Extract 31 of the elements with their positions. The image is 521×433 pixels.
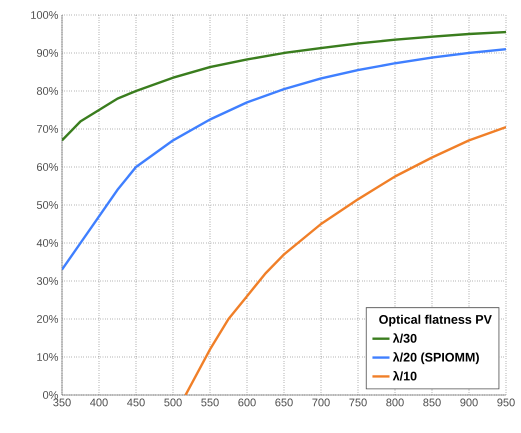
x-tick-label: 450 bbox=[127, 398, 145, 406]
x-tick-label: 800 bbox=[386, 398, 404, 406]
y-tick-label: 20% bbox=[37, 315, 58, 323]
y-tick-label: 50% bbox=[36, 201, 58, 209]
line-series bbox=[62, 30, 506, 142]
x-tick-label: 650 bbox=[275, 398, 293, 406]
y-tick-label: 60% bbox=[37, 163, 58, 171]
x-tick-label: 350 bbox=[53, 398, 71, 406]
y-tick-label: 30% bbox=[36, 277, 58, 285]
x-tick-label: 850 bbox=[423, 398, 441, 406]
line-series bbox=[62, 48, 506, 271]
x-tick-label: 400 bbox=[90, 398, 108, 406]
y-tick-label: 0% bbox=[42, 391, 58, 399]
y-tick-label: 70% bbox=[37, 125, 58, 133]
x-tick-label: 700 bbox=[312, 398, 330, 406]
x-tick-label: 550 bbox=[201, 398, 219, 406]
legend-label: λ/30 bbox=[392, 333, 417, 343]
legend-label: λ/20 (SPIOMM) bbox=[392, 352, 479, 364]
x-tick-label: 500 bbox=[164, 398, 182, 406]
x-tick-label: 600 bbox=[238, 398, 256, 406]
y-tick-label: 10% bbox=[37, 353, 58, 361]
legend-label: λ/10 bbox=[392, 371, 417, 381]
y-tick-label: 80% bbox=[36, 87, 58, 95]
legend-title: Optical flatness PV bbox=[379, 314, 492, 326]
x-tick-label: 750 bbox=[349, 398, 367, 406]
y-tick-label: 40% bbox=[36, 239, 58, 247]
x-tick-label: 900 bbox=[460, 398, 478, 406]
y-tick-label: 100% bbox=[31, 11, 58, 19]
x-tick-label: 950 bbox=[497, 398, 515, 406]
y-tick-label: 90% bbox=[36, 49, 58, 57]
line-series bbox=[184, 126, 506, 395]
